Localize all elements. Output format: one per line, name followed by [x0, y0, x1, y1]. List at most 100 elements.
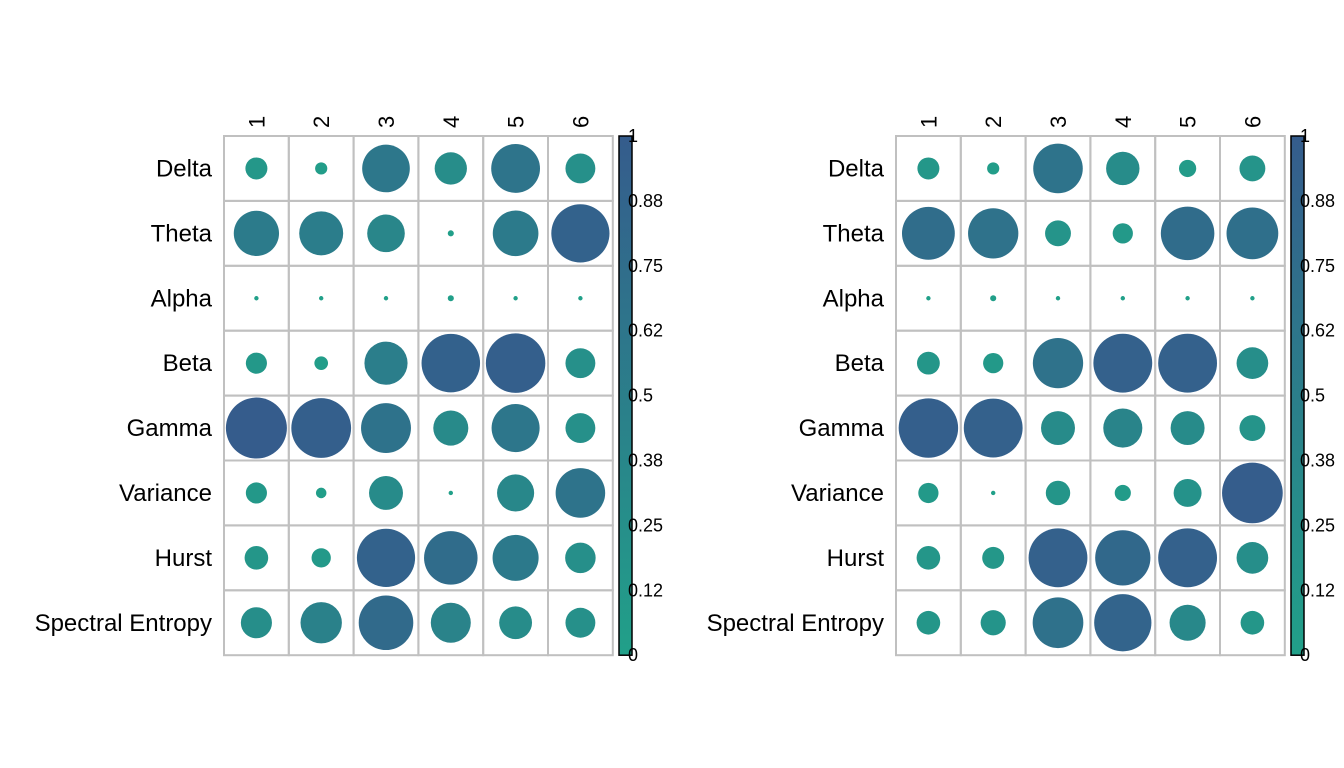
data-point-spectral-entropy-2: [300, 602, 342, 644]
data-point-beta-6: [1236, 347, 1269, 379]
data-point-variance-2: [315, 487, 327, 499]
data-point-beta-6: [565, 348, 596, 379]
colorbar-tick-label: 0.75: [628, 256, 663, 276]
grid: [223, 135, 614, 657]
data-point-theta-1: [901, 206, 955, 260]
colorbar-gradient: [1290, 135, 1305, 656]
column-label-6: 6: [1240, 116, 1265, 128]
data-point-gamma-5: [1170, 411, 1205, 446]
data-point-gamma-2: [291, 398, 352, 458]
data-point-delta-4: [1106, 151, 1140, 186]
column-label-3: 3: [374, 116, 399, 128]
data-point-theta-2: [299, 211, 344, 256]
data-point-variance-1: [245, 482, 267, 504]
data-point-alpha-3: [1055, 296, 1061, 301]
data-point-hurst-1: [244, 546, 269, 570]
data-point-alpha-5: [1185, 296, 1190, 301]
data-point-hurst-3: [356, 528, 416, 587]
column-label-1: 1: [244, 116, 269, 128]
data-point-variance-3: [369, 475, 403, 510]
data-point-hurst-5: [492, 534, 539, 581]
row-label-theta: Theta: [823, 220, 885, 247]
data-point-hurst-3: [1028, 528, 1088, 588]
data-point-variance-1: [918, 482, 939, 504]
row-label-alpha: Alpha: [151, 285, 213, 312]
data-point-spectral-entropy-5: [1169, 604, 1206, 641]
data-point-theta-5: [1160, 206, 1215, 261]
colorbar-tick-label: 1: [628, 126, 638, 146]
colorbar-tick-label: 0.62: [628, 321, 663, 341]
row-label-variance: Variance: [791, 480, 884, 507]
row-label-hurst: Hurst: [827, 545, 885, 572]
data-point-hurst-2: [982, 546, 1005, 569]
colorbar-tick-label: 0: [1300, 645, 1310, 665]
colorbar-tick-label: 0.75: [1300, 256, 1335, 276]
row-label-theta: Theta: [151, 220, 213, 247]
grid-cell: [547, 589, 614, 657]
row-label-alpha: Alpha: [823, 285, 885, 312]
colorbar-tick-label: 0.12: [1300, 580, 1335, 600]
data-point-beta-5: [485, 333, 546, 393]
data-points: [898, 143, 1283, 652]
data-point-delta-6: [565, 153, 596, 184]
data-point-alpha-3: [383, 296, 389, 301]
column-label-1: 1: [916, 116, 941, 128]
row-label-gamma: Gamma: [799, 415, 885, 442]
data-point-alpha-6: [1250, 296, 1255, 301]
colorbar-tick-label: 1: [1300, 126, 1310, 146]
data-point-alpha-2: [990, 295, 997, 302]
row-label-beta: Beta: [163, 350, 213, 377]
data-point-alpha-4: [1120, 296, 1126, 301]
data-point-spectral-entropy-2: [980, 610, 1006, 636]
data-point-beta-5: [1158, 333, 1218, 393]
row-label-spectral-entropy: Spectral Entropy: [35, 610, 212, 637]
data-point-gamma-5: [491, 404, 540, 453]
data-point-beta-3: [1032, 337, 1084, 389]
data-point-spectral-entropy-1: [240, 607, 272, 639]
data-point-beta-1: [916, 351, 940, 375]
data-point-delta-2: [987, 162, 1000, 175]
data-point-beta-4: [1093, 333, 1153, 393]
data-point-variance-6: [555, 468, 606, 518]
data-point-variance-6: [1222, 462, 1283, 524]
data-point-delta-3: [1033, 143, 1083, 194]
data-point-hurst-4: [424, 531, 478, 585]
row-labels: Delta Theta Alpha Beta Gamma Variance Hurst Spe…: [707, 155, 885, 636]
data-point-theta-3: [1045, 220, 1071, 247]
data-point-alpha-5: [513, 296, 518, 301]
data-point-variance-3: [1045, 480, 1071, 506]
data-point-alpha-2: [319, 296, 324, 301]
colorbar-tick-label: 0.38: [628, 451, 663, 471]
data-point-beta-4: [421, 333, 481, 393]
data-point-hurst-4: [1095, 530, 1151, 586]
data-point-hurst-5: [1158, 528, 1218, 588]
data-point-gamma-4: [433, 410, 469, 446]
row-label-spectral-entropy: Spectral Entropy: [707, 610, 884, 637]
colorbar-gradient: [618, 135, 633, 656]
data-point-theta-6: [1226, 207, 1279, 260]
data-point-delta-2: [315, 162, 328, 175]
data-point-gamma-4: [1103, 408, 1143, 448]
data-point-delta-6: [1239, 155, 1266, 182]
column-label-5: 5: [504, 116, 529, 128]
colorbar-tick-label: 0.5: [628, 386, 653, 406]
grid: [895, 135, 1286, 657]
data-point-alpha-4: [447, 295, 454, 302]
column-label-4: 4: [1111, 116, 1136, 128]
column-labels: 1 2 3 4 5 6: [916, 116, 1265, 128]
data-point-spectral-entropy-6: [565, 607, 596, 638]
data-point-theta-5: [492, 210, 539, 257]
data-point-gamma-1: [898, 398, 959, 458]
data-point-spectral-entropy-6: [1240, 610, 1265, 635]
data-point-alpha-6: [578, 296, 583, 301]
data-point-delta-5: [491, 144, 540, 193]
colorbar: 0 0.12 0.25 0.38 0.5 0.62 0.75 0.88 1: [1290, 126, 1335, 665]
data-point-hurst-6: [565, 542, 596, 574]
colorbar-tick-label: 0.62: [1300, 321, 1335, 341]
colorbar-tick-label: 0.5: [1300, 386, 1325, 406]
colorbar-tick-label: 0.88: [1300, 191, 1335, 211]
data-point-hurst-2: [311, 548, 331, 568]
data-point-variance-4: [1114, 484, 1131, 502]
data-point-beta-1: [245, 352, 267, 374]
colorbar-tick-label: 0.25: [628, 515, 663, 535]
